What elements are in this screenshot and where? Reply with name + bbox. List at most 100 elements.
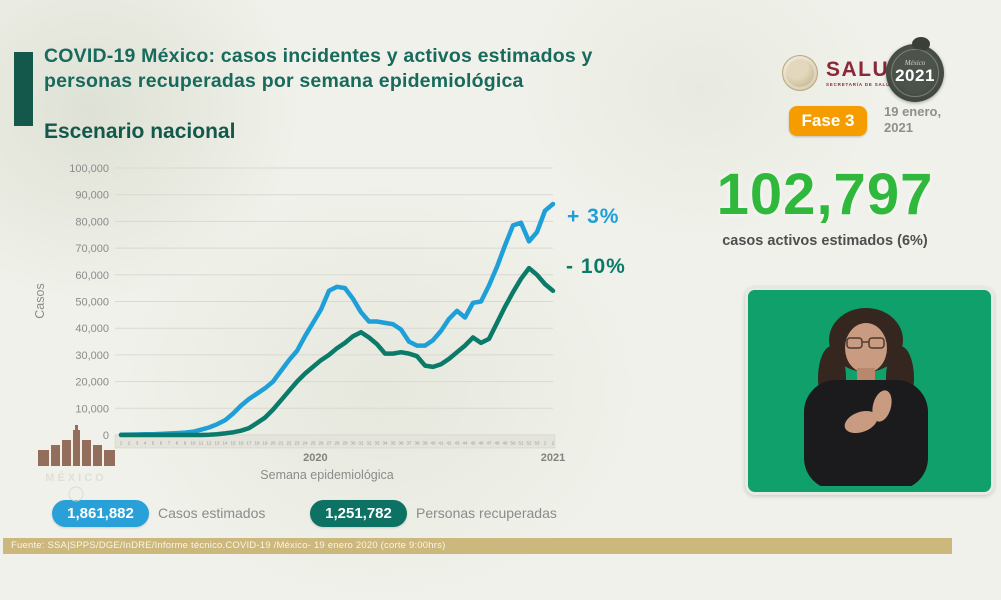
week-tick-label: 34 (382, 441, 388, 446)
recovered-label: Personas recuperadas (416, 505, 557, 521)
week-tick-label: 9 (184, 441, 187, 446)
x-axis-title: Semana epidemiológica (260, 468, 393, 482)
week-tick-label: 38 (414, 441, 420, 446)
week-tick-label: 47 (486, 441, 492, 446)
week-tick-label: 35 (390, 441, 396, 446)
emblem-year-text: 2021 (895, 66, 935, 86)
y-tick-label: 40,000 (75, 323, 109, 335)
scenario-subtitle: Escenario nacional (44, 120, 236, 143)
salud-seal-icon (782, 55, 818, 91)
salud-wordmark: SALUD (826, 58, 906, 81)
y-tick-label: 20,000 (75, 377, 109, 389)
week-tick-label: 33 (374, 441, 380, 446)
interpreter-hand (844, 410, 878, 434)
glasses-icon (846, 337, 863, 349)
week-tick-label: 19 (262, 441, 268, 446)
week-tick-label: 29 (342, 441, 348, 446)
week-tick-label: 1 (120, 441, 123, 446)
week-tick-label: 31 (358, 441, 364, 446)
week-tick-label: 30 (350, 441, 356, 446)
source-footer: Fuente: SSA|SPPS/DGE/InDRE/Informe técni… (3, 538, 952, 554)
page-title-line1: COVID-19 México: casos incidentes y acti… (44, 45, 593, 67)
week-tick-label: 18 (254, 441, 260, 446)
date-line1: 19 enero, (884, 104, 942, 119)
week-tick-label: 2 (128, 441, 131, 446)
emblem-ring (891, 49, 939, 97)
glasses-icon (868, 337, 885, 349)
week-tick-label: 1 (544, 441, 547, 446)
week-tick-label: 11 (199, 441, 204, 446)
week-tick-label: 2 (552, 441, 555, 446)
week-tick-label: 51 (518, 441, 524, 446)
active-cases-number: 102,797 (716, 162, 934, 227)
salud-logo-text: SALUD SECRETARÍA DE SALUD (826, 59, 906, 87)
active-cases-stat: 102,797 casos activos estimados (6%) (655, 162, 995, 250)
week-tick-label: 8 (176, 441, 179, 446)
epidemic-week-chart: 0 10,000 20,000 30,000 40,000 50,000 60,000 70,… (30, 158, 575, 490)
chart-canvas: 0 10,000 20,000 30,000 40,000 50,000 60,000 70,… (33, 163, 565, 482)
year-label: 2020 (303, 452, 327, 464)
watermark-seal (68, 486, 84, 502)
week-tick-label: 43 (454, 441, 460, 446)
mexico-watermark-text: MÉXICO (45, 471, 106, 484)
y-axis-title: Casos (33, 283, 47, 318)
y-tick-label: 70,000 (75, 243, 109, 255)
week-tick-label: 53 (534, 441, 540, 446)
emblem-2021-icon: México 2021 (886, 37, 944, 102)
week-tick-label: 26 (318, 441, 324, 446)
recovered-total-badge: 1,251,782 (310, 500, 407, 527)
week-tick-label: 16 (238, 441, 244, 446)
week-tick-label: 45 (470, 441, 476, 446)
y-tick-label: 30,000 (75, 350, 109, 362)
week-tick-label: 49 (502, 441, 508, 446)
estimated-cases-label: Casos estimados (158, 505, 266, 521)
week-tick-label: 40 (430, 441, 436, 446)
mexico-buildings-icon: MÉXICO (38, 425, 115, 502)
series-line-personas-recuperadas (118, 265, 556, 438)
week-tick-label: 15 (230, 441, 236, 446)
week-tick-label: 7 (168, 441, 171, 446)
y-tick-label: 50,000 (75, 297, 109, 309)
week-tick-label: 44 (462, 441, 468, 446)
interpreter-neck (857, 368, 875, 382)
week-tick-label: 13 (214, 441, 220, 446)
week-tick-label: 12 (206, 441, 212, 446)
week-tick-label: 27 (326, 441, 332, 446)
week-tick-label: 46 (478, 441, 484, 446)
phase-badge: Fase 3 (789, 106, 867, 136)
interpreter-torso (804, 380, 928, 486)
week-tick-label: 41 (438, 441, 444, 446)
estimated-cases-total-badge: 1,861,882 (52, 500, 149, 527)
salud-logo: SALUD SECRETARÍA DE SALUD (782, 55, 906, 91)
active-cases-caption: casos activos estimados (6%) (722, 233, 928, 249)
week-tick-label: 39 (422, 441, 428, 446)
week-tick-label: 10 (190, 441, 196, 446)
week-tick-label: 32 (366, 441, 372, 446)
week-tick-label: 42 (446, 441, 452, 446)
y-tick-label: 0 (103, 430, 109, 442)
interpreter-video (745, 287, 994, 495)
week-tick-label: 37 (406, 441, 412, 446)
week-tick-label: 6 (160, 441, 163, 446)
y-tick-label: 10,000 (75, 403, 109, 415)
interpreter-face (845, 323, 887, 373)
week-tick-label: 52 (526, 441, 532, 446)
year-label: 2021 (541, 452, 565, 464)
week-tick-label: 5 (152, 441, 155, 446)
week-tick-label: 24 (302, 441, 308, 446)
series-line-casos-estimados (118, 201, 556, 437)
page-title: COVID-19 México: casos incidentes y acti… (44, 44, 734, 94)
recovered-change-annotation: - 10% (566, 255, 626, 278)
y-tick-label: 100,000 (69, 163, 109, 175)
date-line2: 2021 (884, 119, 913, 135)
week-tick-label: 3 (136, 441, 139, 446)
week-tick-label: 17 (246, 441, 252, 446)
y-tick-label: 80,000 (75, 216, 109, 228)
week-tick-label: 14 (222, 441, 228, 446)
interpreter-illustration (748, 290, 985, 486)
week-tick-label: 4 (144, 441, 147, 446)
estimated-cases-change-annotation: + 3% (567, 205, 620, 228)
week-tick-label: 23 (294, 441, 300, 446)
week-tick-label: 21 (278, 441, 284, 446)
